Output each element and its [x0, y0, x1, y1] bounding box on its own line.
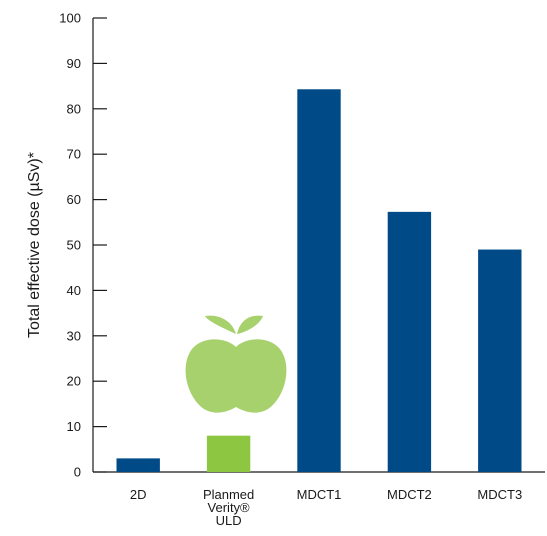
x-category-label: MDCT1	[297, 487, 342, 502]
y-tick-label: 20	[67, 374, 81, 389]
bar-mdct3	[478, 249, 522, 472]
y-tick-label: 0	[74, 465, 81, 480]
y-tick-label: 90	[67, 56, 81, 71]
category-labels: 2D Planmed Verity® ULD MDCT1 MDCT2 MDCT3	[130, 487, 522, 528]
apple-icon	[185, 315, 287, 413]
bar-planmed-verity-uld	[206, 435, 251, 472]
x-category-label: 2D	[130, 487, 147, 502]
y-tick-label: 100	[59, 11, 81, 26]
x-category-label: Planmed Verity® ULD	[203, 487, 254, 528]
y-tick-label: 40	[67, 283, 81, 298]
y-tick-label: 70	[67, 147, 81, 162]
y-tick-label: 50	[67, 238, 81, 253]
x-category-label: MDCT2	[387, 487, 432, 502]
bars	[116, 89, 522, 472]
y-tick-label: 30	[67, 328, 81, 343]
y-axis-title: Total effective dose (µSv)*	[26, 152, 43, 338]
y-tick-label: 80	[67, 101, 81, 116]
y-tick-label: 60	[67, 192, 81, 207]
bar-2d	[116, 458, 160, 472]
x-category-label: MDCT3	[477, 487, 522, 502]
bar-mdct2	[387, 211, 432, 472]
y-ticks: 0 10 20 30 40 50 60 70 80 90 100	[59, 11, 107, 480]
bar-mdct1	[297, 89, 341, 472]
y-tick-label: 10	[67, 419, 81, 434]
